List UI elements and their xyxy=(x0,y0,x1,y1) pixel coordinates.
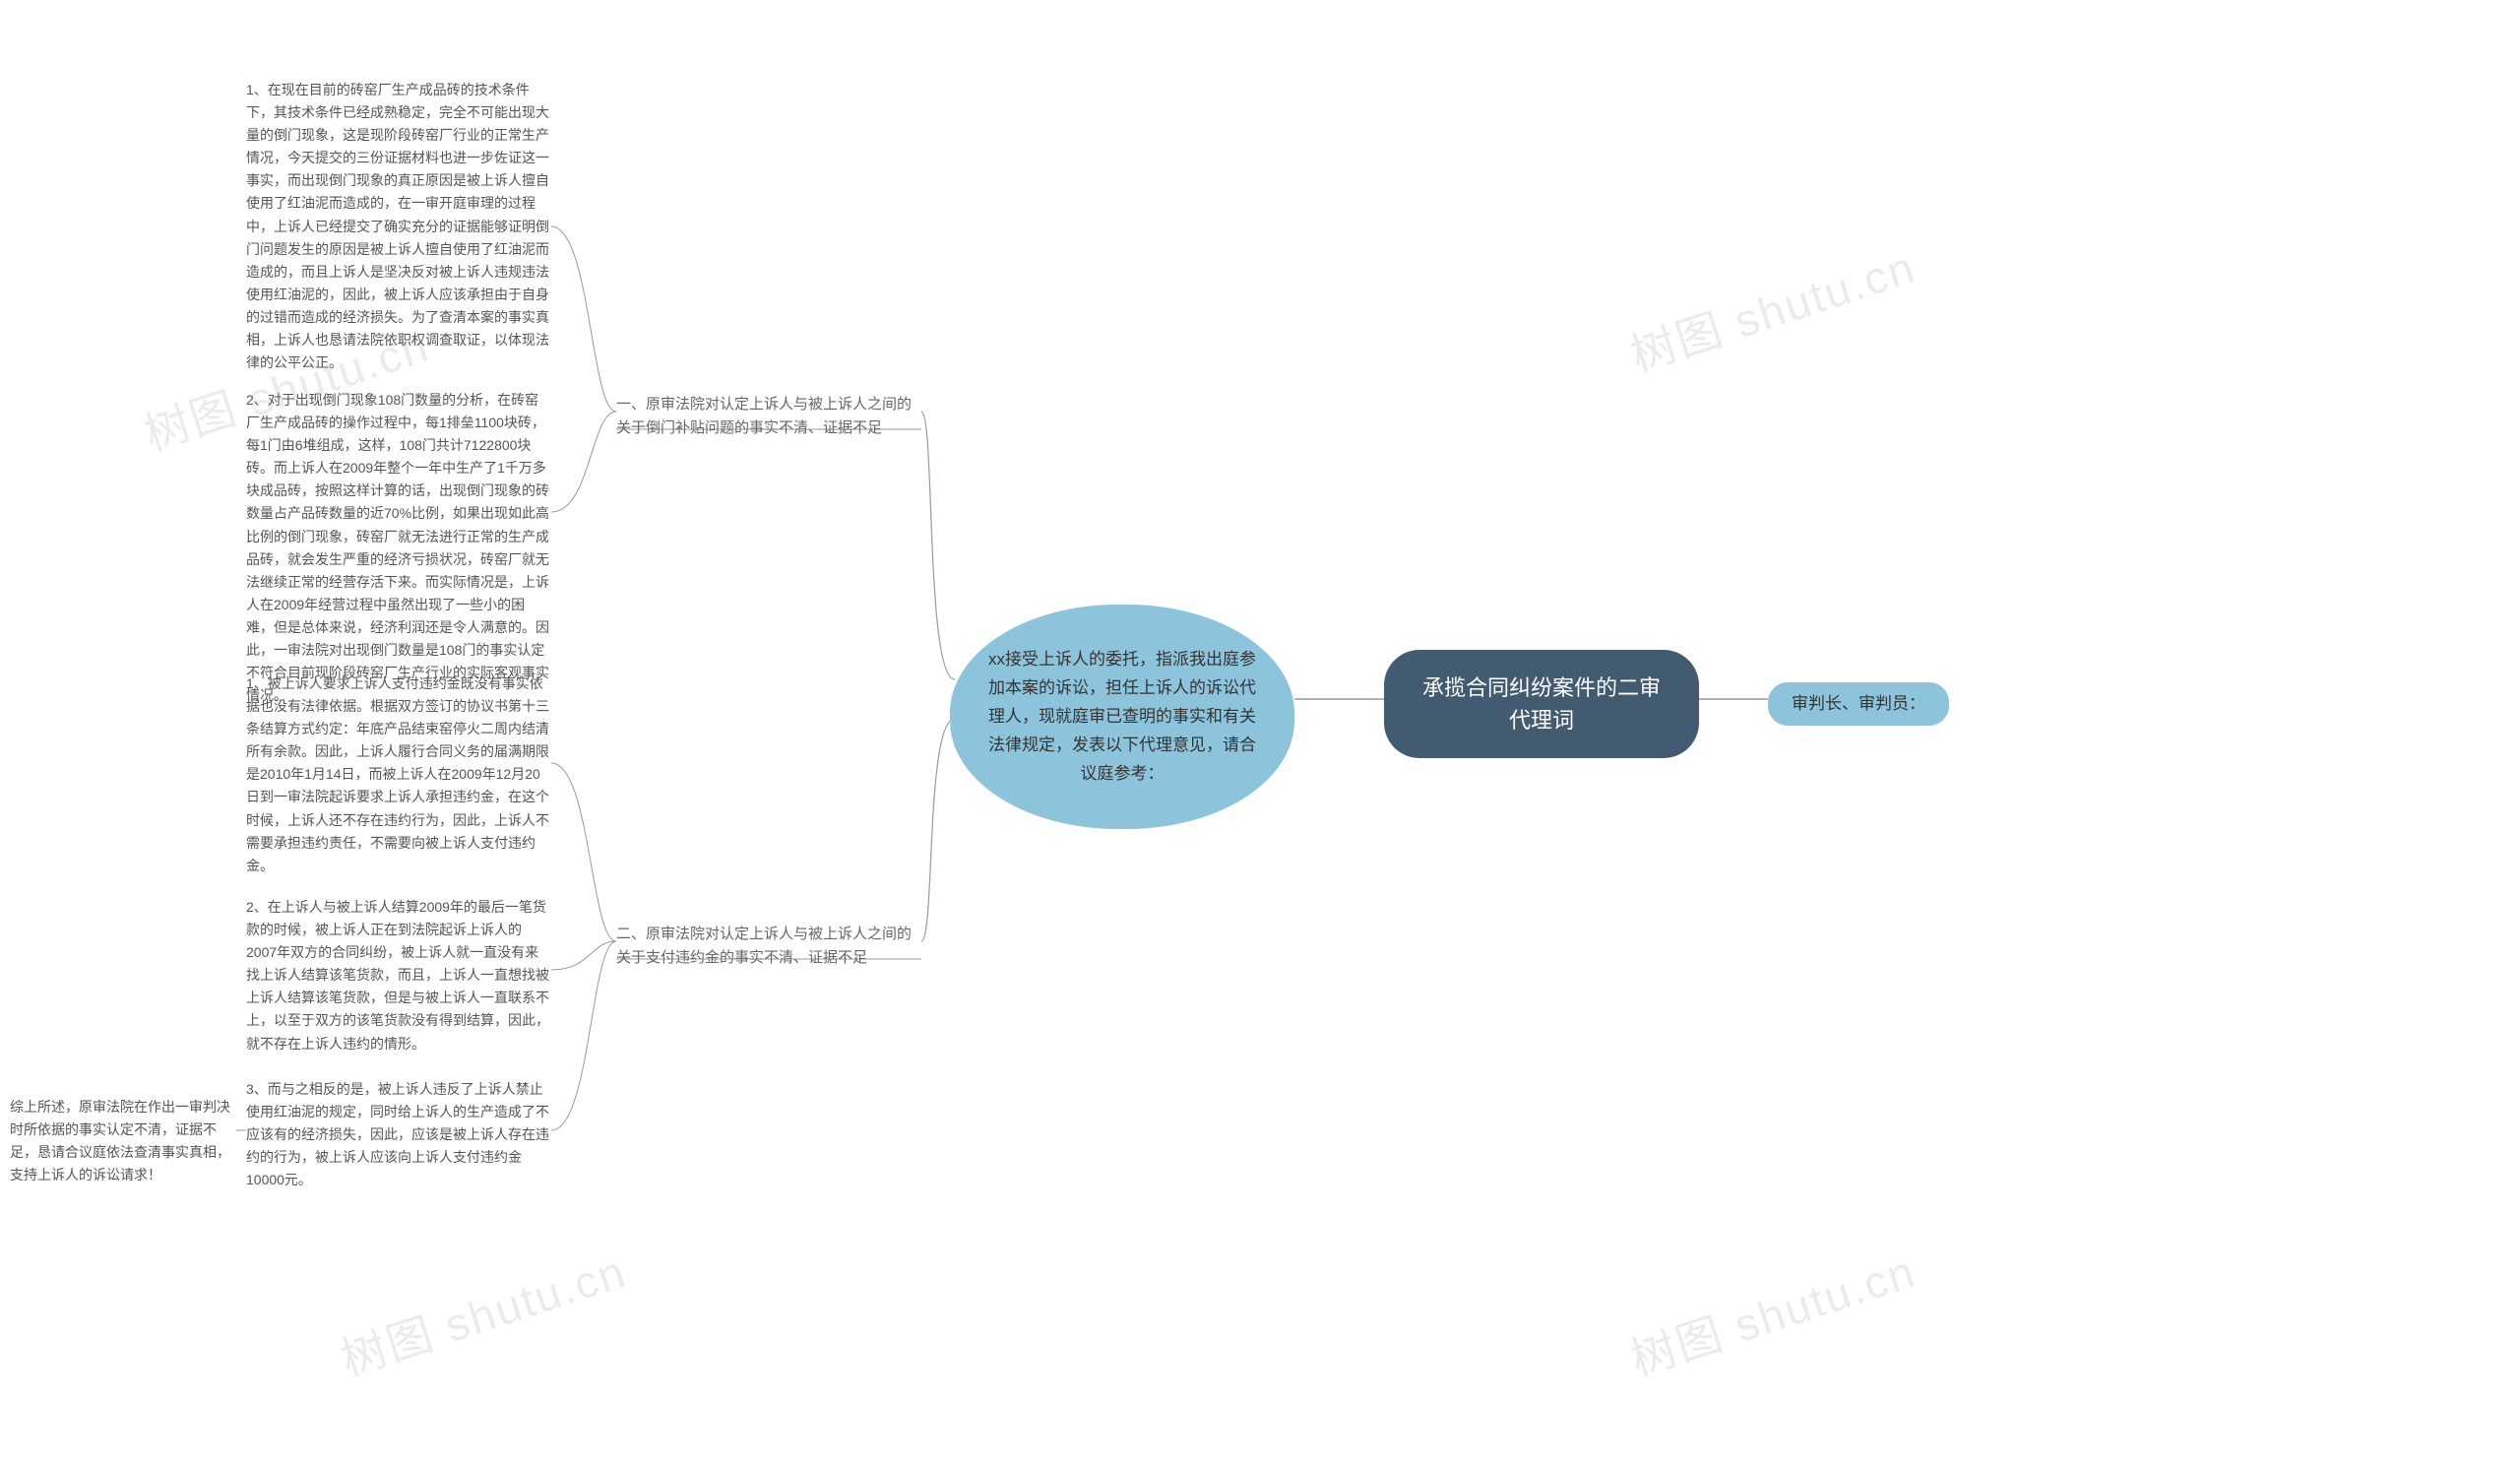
detail-2-1[interactable]: 1、被上诉人要求上诉人支付违约金既没有事实依据也没有法律依据。根据双方签订的协议… xyxy=(246,672,551,877)
central-title-line2: 代理词 xyxy=(1419,704,1664,736)
watermark: 树图 shutu.cn xyxy=(332,1236,633,1389)
section-2-label[interactable]: 二、原审法院对认定上诉人与被上诉人之间的关于支付违约金的事实不清、证据不足 xyxy=(616,923,921,970)
left-main-node[interactable]: xx接受上诉人的委托，指派我出庭参加本案的诉讼，担任上诉人的诉讼代理人，现就庭审… xyxy=(950,605,1294,829)
watermark: 树图 shutu.cn xyxy=(1621,231,1922,385)
detail-1-2[interactable]: 2、对于出现倒门现象108门数量的分析，在砖窑厂生产成品砖的操作过程中，每1排垒… xyxy=(246,389,551,707)
detail-2-3[interactable]: 3、而与之相反的是，被上诉人违反了上诉人禁止使用红油泥的规定，同时给上诉人的生产… xyxy=(246,1078,551,1191)
right-node-judges[interactable]: 审判长、审判员： xyxy=(1768,682,1949,726)
central-title-line1: 承揽合同纠纷案件的二审 xyxy=(1419,672,1664,704)
conclusion-node[interactable]: 综上所述，原审法院在作出一审判决时所依据的事实认定不清，证据不足，恳请合议庭依法… xyxy=(10,1096,236,1186)
watermark: 树图 shutu.cn xyxy=(1621,1236,1922,1389)
detail-1-1[interactable]: 1、在现在目前的砖窑厂生产成品砖的技术条件下，其技术条件已经成熟稳定，完全不可能… xyxy=(246,79,551,374)
central-topic[interactable]: 承揽合同纠纷案件的二审 代理词 xyxy=(1384,650,1699,758)
section-1-label[interactable]: 一、原审法院对认定上诉人与被上诉人之间的关于倒门补贴问题的事实不清、证据不足 xyxy=(616,393,921,440)
detail-2-2[interactable]: 2、在上诉人与被上诉人结算2009年的最后一笔货款的时候，被上诉人正在到法院起诉… xyxy=(246,896,551,1055)
